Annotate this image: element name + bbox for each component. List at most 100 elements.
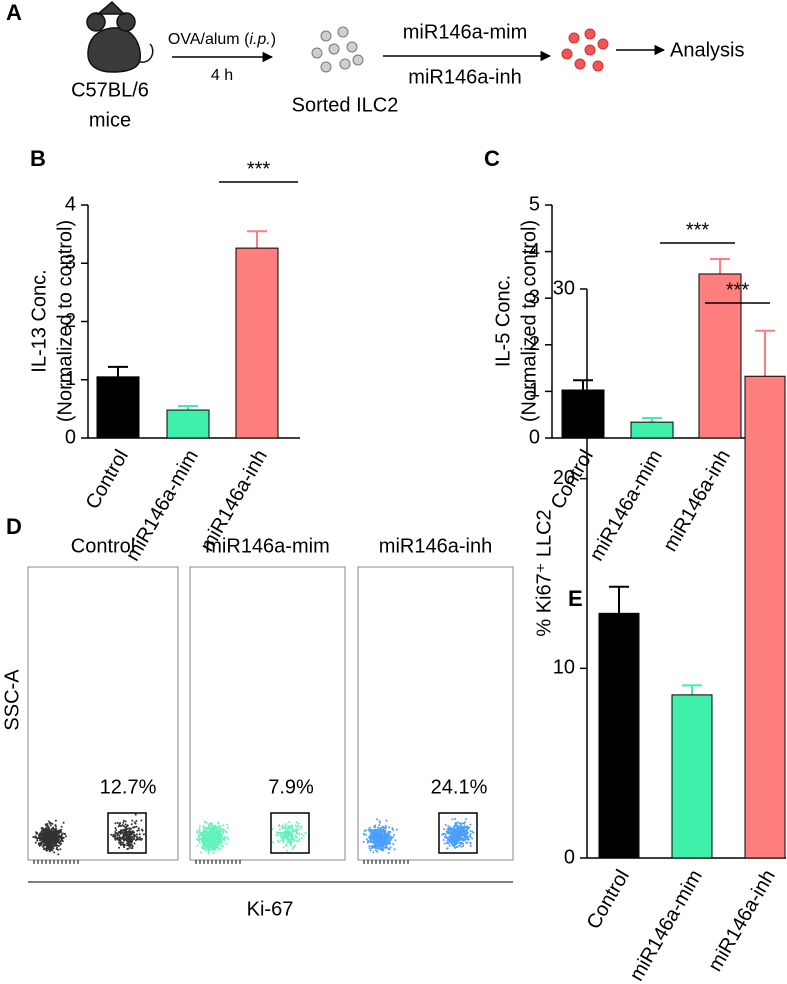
dot bbox=[282, 839, 285, 842]
dot bbox=[110, 833, 113, 836]
dot bbox=[378, 828, 380, 831]
dot bbox=[201, 840, 203, 843]
dot bbox=[370, 841, 373, 844]
dot bbox=[375, 849, 377, 852]
dot bbox=[140, 838, 143, 841]
dot bbox=[220, 845, 223, 847]
dot bbox=[56, 835, 59, 838]
dot bbox=[466, 825, 469, 828]
dot bbox=[58, 842, 61, 845]
dot bbox=[38, 833, 41, 836]
dot bbox=[55, 840, 58, 843]
y-tick-label: 10 bbox=[553, 657, 575, 679]
dot bbox=[114, 822, 117, 825]
dot bbox=[467, 838, 470, 841]
dot bbox=[212, 834, 215, 837]
dot bbox=[379, 827, 382, 830]
dot bbox=[123, 843, 126, 846]
dot bbox=[376, 846, 379, 849]
y-tick-label: 5 bbox=[529, 193, 540, 215]
dot bbox=[119, 844, 122, 846]
dot bbox=[469, 823, 472, 826]
dot bbox=[442, 839, 445, 841]
dot bbox=[130, 843, 133, 846]
dot bbox=[472, 831, 475, 834]
dot bbox=[137, 829, 140, 832]
y-tick-label: 30 bbox=[553, 277, 575, 299]
dot bbox=[45, 836, 47, 839]
dot bbox=[221, 830, 224, 833]
dot bbox=[285, 832, 288, 835]
dot bbox=[118, 841, 121, 844]
dot bbox=[53, 828, 56, 831]
dot bbox=[121, 824, 124, 827]
dot bbox=[131, 845, 134, 848]
dot bbox=[217, 821, 220, 824]
dot bbox=[285, 823, 288, 826]
dot bbox=[225, 831, 228, 834]
dot bbox=[367, 839, 369, 842]
dot bbox=[384, 829, 387, 832]
dot bbox=[455, 846, 458, 849]
dot bbox=[369, 838, 372, 841]
dot bbox=[469, 833, 472, 835]
dot bbox=[129, 835, 132, 838]
dot bbox=[55, 843, 58, 846]
dot bbox=[222, 824, 225, 827]
strain: C57BL/6 bbox=[71, 79, 149, 101]
y-tick-label: 4 bbox=[65, 193, 76, 215]
plot-title: Control bbox=[71, 535, 135, 557]
dot bbox=[132, 826, 135, 829]
dot bbox=[209, 829, 212, 832]
dot bbox=[289, 825, 292, 828]
dot bbox=[204, 847, 206, 850]
dot bbox=[216, 825, 219, 828]
x-tick-label: miR146a-mim bbox=[626, 866, 707, 984]
dot bbox=[451, 818, 454, 821]
dot bbox=[62, 821, 65, 824]
dot bbox=[391, 827, 394, 830]
dot bbox=[118, 823, 121, 826]
dot bbox=[291, 834, 294, 837]
dot bbox=[282, 841, 285, 844]
dot bbox=[48, 843, 51, 846]
x-tick-label: Control bbox=[82, 446, 133, 513]
dot bbox=[392, 834, 395, 836]
dot bbox=[51, 845, 54, 848]
dot bbox=[446, 842, 449, 845]
dot bbox=[389, 836, 392, 839]
dot bbox=[447, 827, 450, 830]
dot bbox=[447, 825, 450, 828]
dot bbox=[289, 831, 292, 834]
dot bbox=[284, 826, 287, 829]
dot bbox=[460, 831, 463, 834]
dot bbox=[134, 813, 137, 816]
dot bbox=[48, 833, 51, 836]
dot bbox=[456, 830, 459, 833]
dot bbox=[126, 842, 128, 845]
dot bbox=[65, 835, 68, 838]
dot bbox=[281, 824, 284, 827]
dot bbox=[374, 839, 377, 842]
dot bbox=[443, 842, 446, 845]
dot bbox=[368, 826, 371, 829]
dot bbox=[45, 829, 47, 832]
gate bbox=[438, 812, 478, 854]
dot bbox=[120, 829, 123, 832]
dot bbox=[383, 840, 386, 843]
dot bbox=[443, 836, 446, 839]
bar bbox=[598, 612, 640, 859]
dot bbox=[205, 849, 208, 852]
dot bbox=[441, 833, 444, 836]
dot bbox=[131, 819, 134, 822]
strain-note: mice bbox=[89, 109, 131, 131]
dot bbox=[48, 827, 50, 830]
dot bbox=[196, 844, 199, 847]
dot bbox=[136, 837, 139, 839]
significance-label: *** bbox=[686, 219, 710, 241]
dot bbox=[133, 821, 136, 824]
dot bbox=[227, 837, 229, 840]
dot bbox=[40, 842, 43, 845]
dot-cloud bbox=[195, 820, 310, 855]
dot bbox=[286, 840, 289, 843]
